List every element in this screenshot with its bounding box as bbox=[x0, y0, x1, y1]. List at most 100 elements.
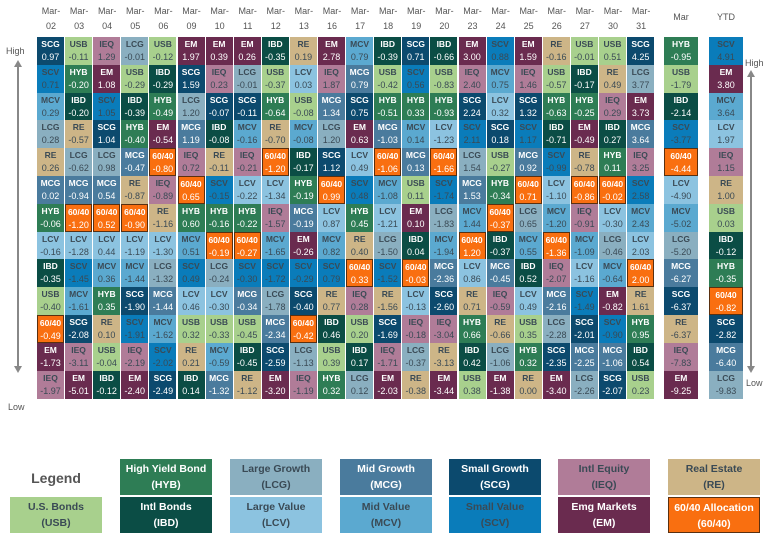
return-cell: MCG 0.79 bbox=[346, 64, 374, 93]
return-cell: IEQ 1.29 bbox=[93, 37, 121, 65]
asset-code: IEQ bbox=[211, 66, 227, 77]
return-cell: USB -0.12 bbox=[149, 37, 177, 65]
return-value: -0.27 bbox=[489, 163, 511, 174]
return-value: 0.11 bbox=[407, 191, 425, 201]
return-value: 0.32 bbox=[519, 357, 537, 368]
asset-code: LCV bbox=[42, 233, 59, 244]
return-value: 0.42 bbox=[463, 357, 481, 368]
return-value: 0.49 bbox=[603, 79, 622, 90]
return-value: -1.38 bbox=[489, 385, 511, 396]
return-cell: 60/40 -0.86 bbox=[570, 176, 598, 204]
asset-code: SCG bbox=[322, 150, 341, 161]
return-value: 3.73 bbox=[631, 107, 650, 118]
asset-code: SCV bbox=[463, 122, 481, 133]
asset-code: IBD bbox=[43, 261, 58, 272]
asset-code: IBD bbox=[380, 39, 395, 49]
return-value: 0.44 bbox=[97, 246, 116, 257]
return-cell: MCV -5.02 bbox=[664, 203, 698, 232]
rank-axis-left bbox=[17, 66, 19, 366]
asset-code: LCG bbox=[631, 66, 650, 77]
return-cell: IEQ -1.97 bbox=[37, 370, 64, 399]
return-value: 4.91 bbox=[717, 52, 735, 62]
return-cell: EM -1.38 bbox=[486, 370, 514, 399]
return-cell: RE 0.19 bbox=[289, 37, 317, 65]
return-cell: MCV 0.75 bbox=[486, 64, 514, 93]
return-cell: SCV -0.15 bbox=[205, 176, 233, 204]
return-value: 0.60 bbox=[182, 218, 200, 229]
asset-code: MCG bbox=[181, 122, 201, 133]
date-header: Mar- 30 bbox=[603, 6, 623, 31]
return-value: -0.42 bbox=[293, 331, 314, 341]
asset-code: USB bbox=[350, 317, 369, 327]
return-value: -5.02 bbox=[670, 218, 692, 229]
return-value: -1.20 bbox=[265, 164, 286, 175]
return-cell: IBD -0.12 bbox=[709, 231, 743, 260]
return-cell: LCV -1.21 bbox=[374, 203, 402, 232]
return-value: -1.19 bbox=[293, 385, 314, 396]
asset-code: MCV bbox=[181, 233, 201, 244]
arrow-down-icon bbox=[14, 366, 22, 373]
return-value: 0.54 bbox=[97, 191, 116, 201]
return-value: -1.28 bbox=[68, 246, 89, 257]
asset-code: HYB bbox=[210, 205, 229, 216]
return-value: -4.90 bbox=[670, 191, 692, 201]
asset-code: 60/40 bbox=[715, 290, 737, 301]
asset-code: SCV bbox=[519, 122, 537, 133]
asset-code: USB bbox=[182, 317, 200, 327]
return-cell: SCG -2.35 bbox=[542, 342, 570, 371]
return-cell: EM 3.80 bbox=[709, 64, 743, 93]
asset-code: HYB bbox=[97, 289, 116, 300]
return-value: -0.12 bbox=[715, 246, 737, 257]
return-value: 0.77 bbox=[322, 302, 341, 313]
return-value: -1.32 bbox=[208, 385, 230, 396]
return-cell: EM 1.97 bbox=[177, 37, 205, 65]
asset-code: HYB bbox=[575, 94, 594, 105]
return-value: -3.04 bbox=[433, 330, 455, 340]
return-value: -0.49 bbox=[40, 331, 61, 341]
return-value: -1.62 bbox=[152, 330, 174, 340]
return-value: -4.44 bbox=[670, 164, 692, 175]
return-cell: SCG 0.71 bbox=[402, 37, 430, 65]
return-value: 0.71 bbox=[41, 79, 60, 90]
asset-code: SCG bbox=[575, 317, 594, 327]
return-value: -1.13 bbox=[293, 357, 314, 368]
return-value: 0.33 bbox=[407, 107, 425, 118]
asset-code: 60/40 bbox=[236, 234, 258, 245]
asset-code: SCV bbox=[378, 261, 397, 272]
asset-code: EM bbox=[578, 122, 591, 133]
asset-code: HYB bbox=[41, 205, 60, 216]
asset-code: RE bbox=[44, 150, 57, 161]
return-value: 0.12 bbox=[350, 385, 369, 396]
asset-code: EM bbox=[674, 372, 688, 383]
return-cell: USB -0.40 bbox=[37, 287, 64, 316]
asset-code: SCG bbox=[631, 39, 650, 49]
return-value: -0.59 bbox=[208, 357, 230, 368]
return-cell: USB -0.33 bbox=[205, 315, 233, 343]
return-cell: 60/40 -0.37 bbox=[486, 203, 514, 232]
return-value: 1.05 bbox=[97, 107, 116, 118]
return-value: -1.10 bbox=[546, 191, 567, 201]
return-cell: LCV -1.30 bbox=[149, 231, 177, 260]
return-value: -3.11 bbox=[68, 357, 89, 368]
return-cell: MCG -1.44 bbox=[149, 287, 177, 316]
asset-code: IBD bbox=[718, 233, 734, 244]
asset-code: SCV bbox=[69, 261, 88, 272]
asset-code: IBD bbox=[324, 317, 339, 327]
return-value: -1.30 bbox=[152, 246, 174, 257]
return-cell: SCV -0.99 bbox=[542, 148, 570, 177]
return-value: -1.91 bbox=[124, 330, 146, 340]
asset-code: IBD bbox=[492, 233, 508, 244]
return-cell: HYB -0.35 bbox=[709, 259, 743, 288]
asset-code: MCG bbox=[209, 372, 230, 383]
return-value: 0.19 bbox=[294, 52, 313, 62]
return-value: -2.02 bbox=[152, 357, 174, 368]
return-value: 0.98 bbox=[97, 163, 116, 174]
return-cell: HYB -0.19 bbox=[289, 176, 317, 204]
asset-code: EM bbox=[493, 372, 507, 383]
return-value: 1.20 bbox=[322, 135, 341, 146]
asset-code: LCV bbox=[351, 150, 369, 161]
asset-code: MCV bbox=[265, 233, 285, 244]
return-value: -0.16 bbox=[236, 135, 258, 146]
return-value: 0.23 bbox=[210, 79, 228, 90]
asset-code: HYB bbox=[378, 94, 397, 105]
